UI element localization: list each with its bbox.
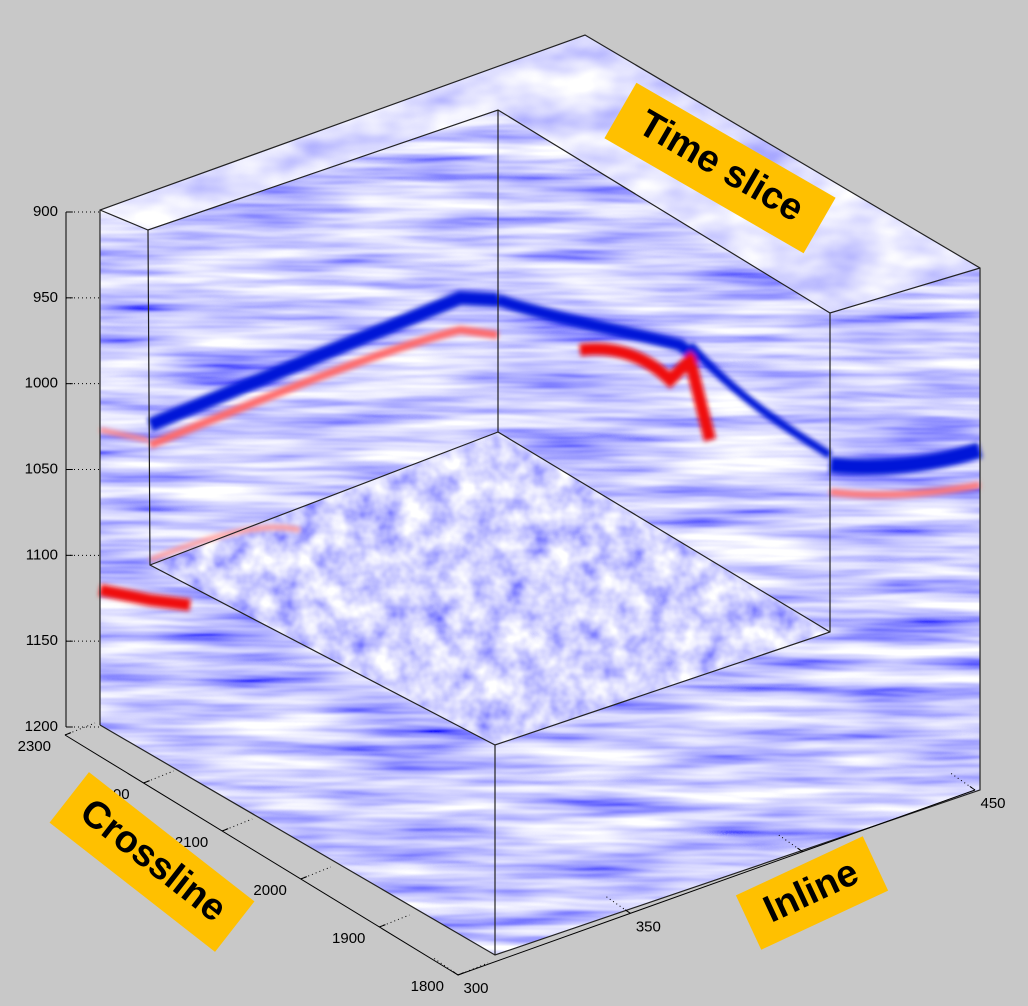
tick-label: 1000 <box>25 375 58 392</box>
tick-label: 1800 <box>411 978 444 995</box>
tick-label: 2000 <box>253 882 286 899</box>
tick-label: 300 <box>463 980 488 997</box>
tick-label: 1200 <box>25 718 58 735</box>
tick-label: 1900 <box>332 930 365 947</box>
tick-label: 1100 <box>26 546 58 563</box>
seismic-cube-figure: 9009501000105011001150120018001900200021… <box>0 0 1028 1006</box>
tick-label: 450 <box>980 795 1005 812</box>
tick-label: 950 <box>33 289 58 306</box>
tick-label: 900 <box>33 203 58 220</box>
tick-label: 1150 <box>26 632 58 649</box>
tick-label: 350 <box>636 918 661 935</box>
tick-label: 1050 <box>25 460 58 477</box>
tick-label: 2300 <box>18 738 51 755</box>
